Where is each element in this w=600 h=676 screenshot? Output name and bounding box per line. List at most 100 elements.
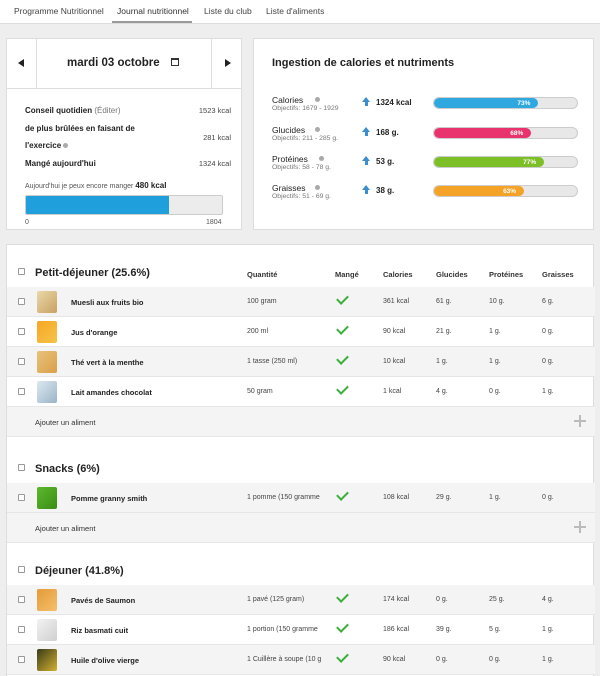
nutrient-progress-bar: 73% (433, 97, 578, 109)
nutrient-progress-fill: 73% (434, 98, 539, 108)
eaten-check-icon[interactable] (336, 590, 349, 603)
food-thumbnail (37, 649, 57, 671)
nutrient-progress-bar: 68% (433, 127, 578, 139)
food-row[interactable]: Muesli aux fruits bio 100 gram 361 kcal 61 … (7, 287, 595, 317)
food-name[interactable]: Pomme granny smith (71, 494, 148, 503)
eaten-check-icon[interactable] (336, 322, 349, 335)
food-thumbnail (37, 351, 57, 373)
column-header-eaten: Mangé (335, 270, 359, 279)
nutrient-progress-fill: 77% (434, 157, 545, 167)
food-quantity: 200 ml (247, 328, 269, 335)
food-name[interactable]: Huile d'olive vierge (71, 656, 140, 665)
food-checkbox[interactable] (18, 388, 25, 395)
eaten-check-icon[interactable] (336, 352, 349, 365)
food-checkbox[interactable] (18, 328, 25, 335)
food-checkbox[interactable] (18, 298, 25, 305)
column-header-calories: Calories (383, 270, 413, 279)
food-protein: 0 g. (489, 388, 501, 395)
arrow-left-icon (18, 59, 24, 67)
column-header-carbs: Glucides (436, 270, 468, 279)
food-checkbox[interactable] (18, 626, 25, 633)
info-icon[interactable] (319, 156, 325, 161)
food-name[interactable]: Pavés de Saumon (71, 596, 136, 605)
add-food-label[interactable]: Ajouter un aliment (35, 418, 96, 427)
top-navigation: Programme Nutritionnel Journal nutrition… (0, 0, 600, 24)
food-checkbox[interactable] (18, 596, 25, 603)
tab-liste-aliments[interactable]: Liste d'aliments (266, 6, 325, 16)
food-calories: 186 kcal (383, 626, 410, 633)
tab-liste-du-club[interactable]: Liste du club (204, 6, 252, 16)
food-thumbnail (37, 487, 57, 509)
plus-icon[interactable] (574, 415, 586, 427)
food-row[interactable]: Jus d'orange 200 ml 90 kcal 21 g. 1 g. 0 g. (7, 317, 595, 347)
arrow-up-icon (362, 156, 371, 165)
add-food-row[interactable]: Ajouter un aliment (7, 513, 595, 543)
info-icon[interactable] (314, 185, 320, 190)
food-fat: 1 g. (542, 656, 554, 663)
food-row[interactable]: Pomme granny smith 1 pomme (150 gramme 108… (7, 483, 595, 513)
info-icon[interactable] (63, 143, 69, 149)
food-carbs: 0 g. (436, 596, 448, 603)
food-row[interactable]: Thé vert à la menthe 1 tasse (250 ml) 10 k… (7, 347, 595, 377)
edit-link[interactable]: (Éditer) (94, 106, 121, 115)
active-tab-indicator (112, 21, 192, 23)
tab-journal-nutritionnel[interactable]: Journal nutritionnel (117, 6, 189, 16)
food-fat: 0 g. (542, 328, 554, 335)
food-protein: 1 g. (489, 328, 501, 335)
nutrient-objective: Objectifs: 51 - 69 g. (272, 193, 331, 200)
next-day-button[interactable] (211, 39, 241, 89)
food-name[interactable]: Jus d'orange (71, 328, 118, 337)
food-fat: 6 g. (542, 298, 554, 305)
nutrient-row: Graisses Objectifs: 51 - 69 g. 38 g. 63% (272, 183, 582, 207)
info-icon[interactable] (314, 97, 320, 102)
add-food-label[interactable]: Ajouter un aliment (35, 524, 96, 533)
food-fat: 4 g. (542, 596, 554, 603)
meal-checkbox[interactable] (18, 464, 25, 471)
food-checkbox[interactable] (18, 494, 25, 501)
food-carbs: 1 g. (436, 358, 448, 365)
info-icon[interactable] (314, 127, 320, 132)
eaten-check-icon[interactable] (336, 292, 349, 305)
calorie-progress-bar (25, 195, 223, 215)
daily-advice-row: Conseil quotidien (Éditer) (25, 106, 121, 115)
previous-day-button[interactable] (7, 39, 37, 89)
meal-checkbox[interactable] (18, 566, 25, 573)
nutrient-value: 168 g. (376, 128, 399, 137)
food-row[interactable]: Lait amandes chocolat 50 gram 1 kcal 4 g. 0 … (7, 377, 595, 407)
food-name[interactable]: Riz basmati cuit (71, 626, 129, 635)
nutrient-name: Protéines (272, 154, 308, 164)
eaten-check-icon[interactable] (336, 382, 349, 395)
food-calories: 174 kcal (383, 596, 410, 603)
burned-label-2: l'exercice (25, 141, 62, 150)
tab-programme-nutritionnel[interactable]: Programme Nutritionnel (14, 6, 104, 16)
meal-title: Petit-déjeuner (25.6%) (35, 267, 150, 279)
food-checkbox[interactable] (18, 656, 25, 663)
plus-icon[interactable] (574, 521, 586, 533)
current-date: mardi 03 octobre (67, 57, 160, 69)
calendar-icon[interactable] (171, 58, 179, 66)
meal-checkbox[interactable] (18, 268, 25, 275)
food-row[interactable]: Riz basmati cuit 1 portion (150 gramme 186… (7, 615, 595, 645)
nutrient-row: Calories Objectifs: 1679 - 1929 1324 kcal 7… (272, 95, 582, 119)
eaten-check-icon[interactable] (336, 488, 349, 501)
food-name[interactable]: Thé vert à la menthe (71, 358, 144, 367)
food-quantity: 1 portion (150 gramme (247, 626, 318, 633)
food-fat: 0 g. (542, 358, 554, 365)
food-name[interactable]: Muesli aux fruits bio (71, 298, 144, 307)
food-fat: 1 g. (542, 388, 554, 395)
food-row[interactable]: Pavés de Saumon 1 pavé (125 gram) 174 kcal… (7, 585, 595, 615)
food-carbs: 0 g. (436, 656, 448, 663)
food-checkbox[interactable] (18, 358, 25, 365)
burned-label-2-row: l'exercice (25, 141, 69, 150)
food-protein: 1 g. (489, 494, 501, 501)
food-name[interactable]: Lait amandes chocolat (71, 388, 152, 397)
food-protein: 5 g. (489, 626, 501, 633)
eaten-check-icon[interactable] (336, 650, 349, 663)
food-quantity: 50 gram (247, 388, 273, 395)
eaten-check-icon[interactable] (336, 620, 349, 633)
food-row[interactable]: Huile d'olive vierge 1 Cuillère à soupe (… (7, 645, 595, 675)
arrow-up-icon (362, 97, 371, 106)
nutrient-progress-fill: 68% (434, 128, 532, 138)
add-food-row[interactable]: Ajouter un aliment (7, 407, 595, 437)
food-quantity: 100 gram (247, 298, 277, 305)
